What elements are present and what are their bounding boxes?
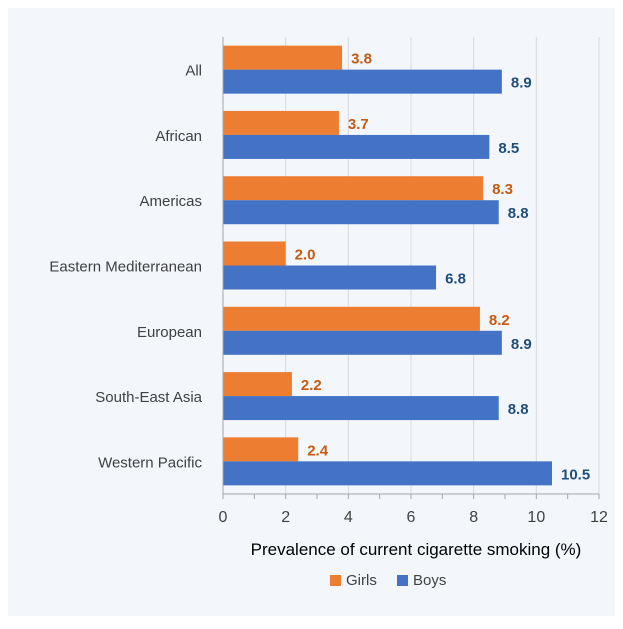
data-label-boys: 10.5 [561, 466, 590, 483]
x-tick-label: 2 [281, 509, 290, 526]
bar-boys [223, 330, 502, 355]
category-label: All [185, 63, 202, 80]
category-label: Western Pacific [98, 454, 202, 471]
data-label-boys: 8.9 [511, 336, 532, 353]
legend-label-boys: Boys [413, 572, 446, 589]
data-label-girls: 2.4 [307, 442, 329, 459]
x-axis: 0 2 4 6 8 10 12 [219, 37, 608, 526]
x-tick-label: 4 [344, 509, 353, 526]
category-label: Eastern Mediterranean [49, 259, 202, 276]
data-label-boys: 6.8 [445, 271, 466, 288]
bar-boys [223, 461, 552, 486]
x-axis-title: Prevalence of current cigarette smoking … [251, 540, 582, 559]
x-tick-label: 10 [527, 509, 545, 526]
x-tick-label: 8 [469, 509, 478, 526]
category-label: European [137, 324, 202, 341]
legend: Girls Boys [330, 572, 446, 589]
legend-swatch-boys [397, 575, 408, 586]
bar-girls [223, 45, 343, 70]
data-label-girls: 3.7 [348, 116, 369, 133]
x-tick-label: 12 [590, 509, 608, 526]
data-labels: 3.88.93.78.58.38.82.06.88.28.92.28.82.41… [295, 51, 591, 484]
data-label-girls: 8.3 [492, 181, 513, 198]
data-label-boys: 8.8 [508, 205, 529, 222]
legend-label-girls: Girls [346, 572, 377, 589]
legend-swatch-girls [330, 575, 341, 586]
category-labels: All African Americas Eastern Mediterranean E… [49, 63, 202, 472]
category-label: African [155, 128, 202, 145]
bar-boys [223, 265, 437, 290]
data-label-girls: 8.2 [489, 312, 510, 329]
bar-boys [223, 200, 499, 225]
bar-boys [223, 69, 502, 94]
bar-boys [223, 134, 490, 159]
bar-boys [223, 396, 499, 421]
bar-girls [223, 176, 484, 201]
bar-girls [223, 110, 339, 135]
data-label-girls: 2.0 [295, 247, 316, 264]
data-label-girls: 3.8 [351, 51, 372, 68]
data-label-girls: 2.2 [301, 377, 322, 394]
bars [223, 45, 552, 486]
category-label: Americas [139, 193, 202, 210]
data-label-boys: 8.8 [508, 401, 529, 418]
data-label-boys: 8.5 [498, 140, 519, 157]
bar-girls [223, 372, 292, 397]
bar-girls [223, 306, 480, 331]
data-label-boys: 8.9 [511, 75, 532, 92]
bar-girls [223, 437, 299, 462]
x-tick-label: 0 [219, 509, 228, 526]
x-tick-label: 6 [407, 509, 416, 526]
category-label: South-East Asia [95, 389, 202, 406]
bar-girls [223, 241, 286, 266]
